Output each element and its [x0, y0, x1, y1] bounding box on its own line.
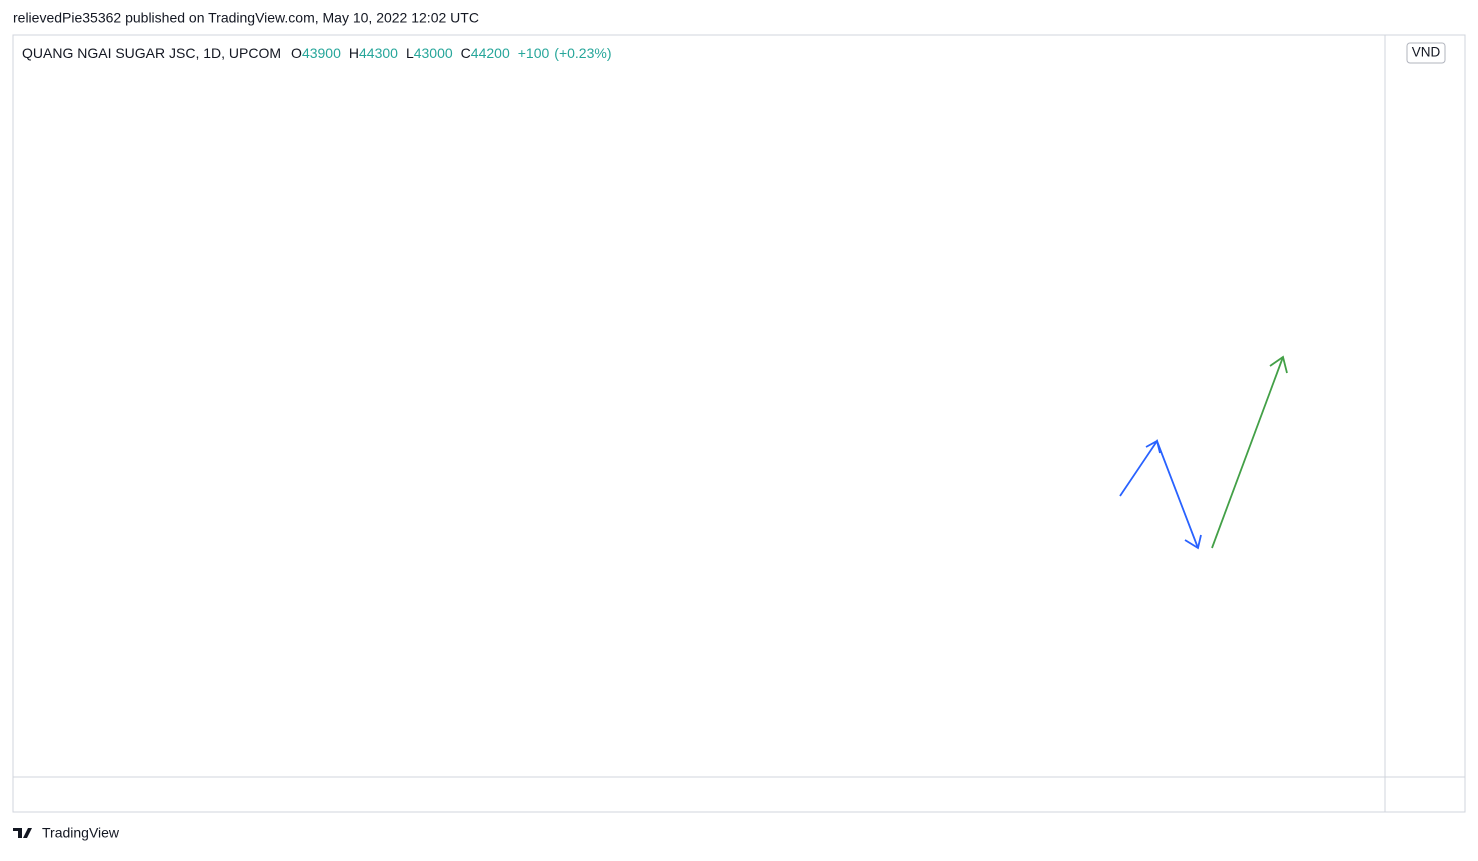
logo-mark: [13, 828, 32, 838]
header: relievedPie35362 published on TradingVie…: [13, 10, 479, 26]
ohlc-label: L: [406, 45, 414, 61]
arrow-head: [1269, 355, 1288, 374]
ohlc-value: 44200: [471, 45, 510, 61]
arrow-head: [1184, 534, 1202, 550]
legend-title: QUANG NGAI SUGAR JSC, 1D, UPCOM: [22, 45, 281, 61]
ohlc-label: H: [349, 45, 359, 61]
currency[interactable]: VND: [1412, 45, 1441, 60]
blue-arrow: [1119, 439, 1199, 549]
ohlc-value: 44300: [359, 45, 398, 61]
legend: QUANG NGAI SUGAR JSC, 1D, UPCOM O43900 H44…: [22, 45, 611, 61]
green-arrow: [1211, 356, 1284, 549]
footer: TradingView: [42, 825, 120, 841]
logo: TradingView: [13, 825, 120, 841]
legend-text: QUANG NGAI SUGAR JSC, 1D, UPCOM O43900 H44…: [22, 45, 611, 61]
ohlc-value: 43900: [302, 45, 341, 61]
ohlc-label: C: [461, 45, 471, 61]
ohlc-value: 43000: [414, 45, 453, 61]
change-pct: (+0.23%): [554, 45, 611, 61]
chart-frame: [12, 34, 1466, 813]
ohlc-label: O: [291, 45, 302, 61]
arrows: [1119, 355, 1288, 550]
arrow-head: [1145, 439, 1161, 454]
currency-button[interactable]: [1406, 42, 1446, 64]
change: +100: [518, 45, 550, 61]
